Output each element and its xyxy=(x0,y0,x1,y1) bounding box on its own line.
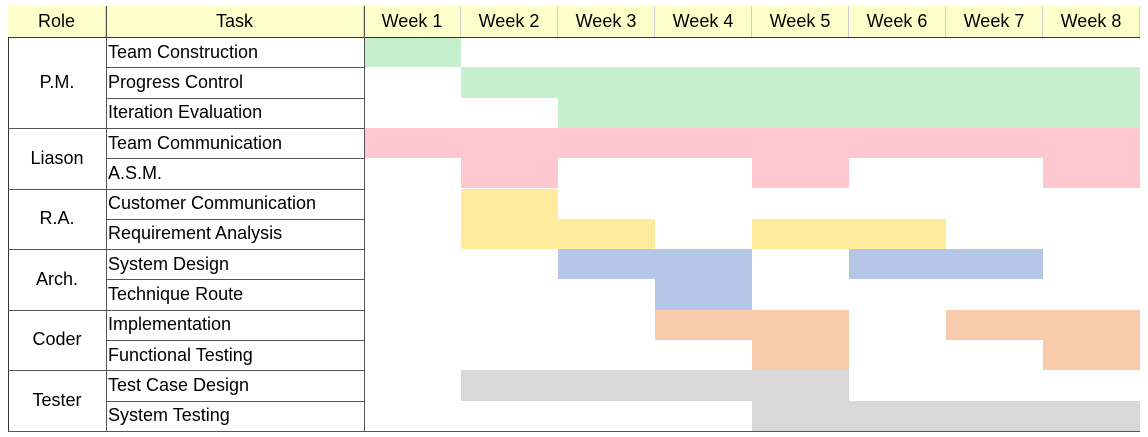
task-label: System Testing xyxy=(108,405,230,426)
gantt-bar xyxy=(1043,400,1140,431)
header-week: Week 6 xyxy=(849,6,946,37)
task-label: Test Case Design xyxy=(108,374,250,395)
task-label: Iteration Evaluation xyxy=(108,102,263,123)
grid-line-group xyxy=(8,309,364,311)
gantt-bar xyxy=(655,370,752,401)
grid-line-left xyxy=(8,37,9,431)
task-label: Technique Route xyxy=(108,284,244,305)
gantt-bar xyxy=(1043,97,1140,128)
gantt-bar xyxy=(1043,67,1140,98)
gantt-bar xyxy=(461,188,558,219)
gantt-bar xyxy=(558,67,655,98)
gantt-bar xyxy=(655,67,752,98)
gantt-bar xyxy=(558,97,655,128)
task-label: Team Communication xyxy=(108,132,283,153)
gantt-bar xyxy=(1043,309,1140,340)
gantt-bar xyxy=(558,218,655,250)
gantt-bar xyxy=(558,249,655,280)
gantt-bar xyxy=(946,97,1043,128)
gantt-bar xyxy=(655,97,752,128)
task-label: A.S.M. xyxy=(108,162,163,183)
task-label: System Design xyxy=(108,253,230,274)
role-label: Arch. xyxy=(35,268,78,289)
gantt-bar xyxy=(461,370,558,401)
gantt-bar xyxy=(655,279,752,310)
gantt-bar xyxy=(849,400,946,431)
header-task: Task xyxy=(106,6,364,37)
header-week: Week 4 xyxy=(655,6,752,37)
grid-line-group xyxy=(8,188,364,190)
gantt-bar xyxy=(461,67,558,98)
gantt-bar xyxy=(946,249,1043,280)
gantt-bar xyxy=(1043,158,1140,189)
gantt-bar xyxy=(1043,340,1140,371)
gantt-bar xyxy=(655,309,752,340)
gantt-bar xyxy=(364,37,461,68)
gantt-bar xyxy=(752,127,849,159)
grid-line-group xyxy=(8,127,364,129)
gantt-bar xyxy=(849,218,946,250)
grid-line-row xyxy=(106,158,364,160)
task-label: Progress Control xyxy=(108,71,244,92)
role-label: Tester xyxy=(32,390,82,411)
gantt-bar xyxy=(461,218,558,250)
gantt-bar xyxy=(752,309,849,340)
role-label: Coder xyxy=(32,329,82,350)
gantt-bar xyxy=(849,127,946,159)
gantt-bar xyxy=(946,127,1043,159)
gantt-bar xyxy=(558,370,655,401)
grid-line-row xyxy=(106,400,364,402)
header-week: Week 7 xyxy=(946,6,1043,37)
role-label: P.M. xyxy=(39,71,75,92)
gantt-bar xyxy=(752,218,849,250)
grid-line-group xyxy=(8,370,364,372)
grid-line-row xyxy=(106,340,364,341)
grid-line-group xyxy=(8,249,364,251)
gantt-bar xyxy=(558,127,655,159)
gantt-bar xyxy=(752,370,849,401)
gantt-bar xyxy=(946,309,1043,340)
role-label: R.A. xyxy=(39,208,75,229)
gantt-bar xyxy=(655,127,752,159)
header-week: Week 1 xyxy=(364,6,461,37)
gantt-bar xyxy=(752,97,849,128)
gantt-bar xyxy=(461,127,558,159)
gantt-bar xyxy=(752,158,849,189)
grid-line-top xyxy=(8,37,1140,38)
gantt-bar xyxy=(849,97,946,128)
header-week: Week 3 xyxy=(558,6,655,37)
gantt-bar xyxy=(752,400,849,431)
role-label: Liason xyxy=(30,147,84,168)
gantt-bar xyxy=(849,249,946,280)
gantt-bar xyxy=(655,249,752,280)
task-label: Implementation xyxy=(108,314,232,335)
header-week: Week 2 xyxy=(461,6,558,37)
gantt-bar xyxy=(946,400,1043,431)
grid-line-row xyxy=(106,97,364,99)
header-week: Week 8 xyxy=(1043,6,1140,37)
gantt-bar xyxy=(752,340,849,371)
gantt-bar xyxy=(849,67,946,98)
task-label: Requirement Analysis xyxy=(108,223,283,244)
grid-line-row xyxy=(106,67,364,69)
grid-line-role-divider xyxy=(106,6,107,431)
task-label: Functional Testing xyxy=(108,344,253,365)
grid-line-task-divider xyxy=(364,6,365,431)
header-week: Week 5 xyxy=(752,6,849,37)
gantt-bar xyxy=(946,67,1043,98)
grid-line-row xyxy=(106,218,364,220)
gantt-bar xyxy=(752,67,849,98)
grid-line-bottom xyxy=(8,430,1140,432)
gantt-bar xyxy=(461,158,558,189)
grid-line-row xyxy=(106,279,364,281)
gantt-bar xyxy=(364,127,461,159)
header-role: Role xyxy=(8,6,106,37)
task-label: Team Construction xyxy=(108,41,259,62)
gantt-bar xyxy=(1043,127,1140,159)
task-label: Customer Communication xyxy=(108,193,317,214)
